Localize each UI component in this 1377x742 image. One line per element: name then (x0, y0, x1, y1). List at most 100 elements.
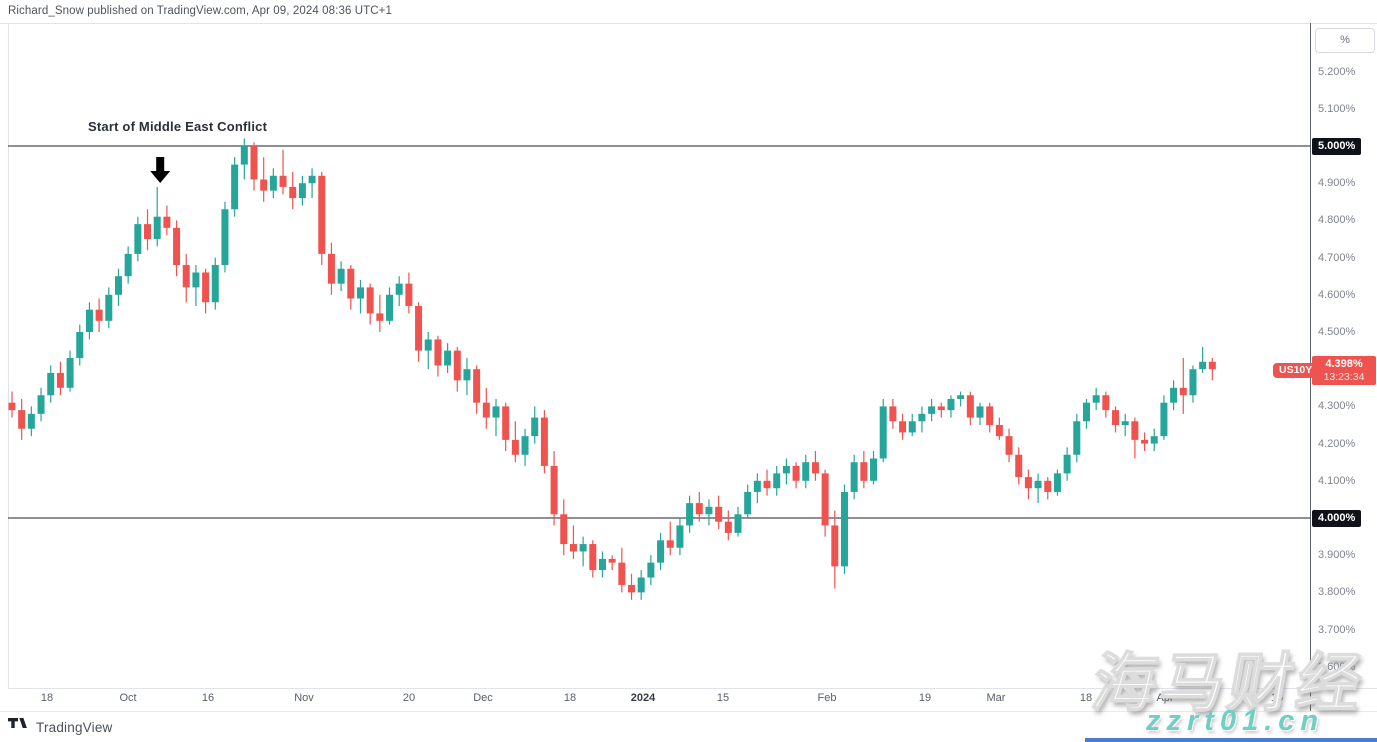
candle-body (105, 294, 113, 321)
candle-body (308, 175, 316, 184)
candle-body (386, 294, 394, 321)
candle-body (821, 473, 829, 526)
candle-body (618, 562, 626, 585)
bar-countdown: 13:23:34 (1323, 371, 1365, 383)
candle-body (986, 406, 994, 425)
snapshot-attribution: Richard_Snow published on TradingView.co… (8, 5, 392, 17)
candle-body (937, 406, 945, 411)
candle-body (492, 406, 500, 418)
candle-body (792, 465, 800, 481)
candle-body (182, 265, 190, 288)
footer-brand-link[interactable]: TradingView (8, 718, 113, 736)
candle-body (995, 425, 1003, 437)
footer-brand-text: TradingView (36, 719, 113, 735)
candle-body (676, 525, 684, 548)
candle-body (695, 503, 703, 515)
candle-body (1063, 454, 1071, 474)
candle-body (1150, 436, 1158, 444)
candle-body (879, 406, 887, 459)
candle-body (1102, 395, 1110, 411)
candle-body (540, 417, 548, 466)
candle-body (95, 309, 103, 321)
candle-body (976, 406, 984, 418)
percent-scale-button[interactable]: % (1315, 28, 1375, 53)
candle-body (773, 473, 781, 489)
candle-body (569, 544, 577, 552)
candle-body (666, 540, 674, 548)
chart-top-border (0, 23, 1377, 24)
candle-body (521, 436, 529, 455)
candle-body (502, 406, 510, 440)
candle-body (966, 395, 974, 418)
candle-body (221, 209, 229, 266)
candle-body (18, 410, 26, 429)
candle-body (531, 417, 539, 437)
candle-body (560, 514, 568, 545)
candle-body (298, 183, 306, 199)
candle-body (56, 372, 64, 388)
candle-body (1160, 402, 1168, 437)
candle-body (482, 402, 490, 418)
candle-body (192, 272, 200, 288)
candle-body (850, 462, 858, 492)
candle-body (144, 224, 152, 239)
candle-body (376, 313, 384, 321)
candle-body (763, 480, 771, 489)
candle-body (1044, 480, 1052, 492)
candle-body (1208, 361, 1216, 370)
candle-body (269, 175, 277, 191)
candle-body (327, 253, 335, 284)
candle-body (724, 521, 732, 533)
candle-body (366, 287, 374, 314)
candle-body (85, 309, 93, 332)
candle-body (1131, 421, 1139, 440)
candle-body (579, 544, 587, 552)
candle-body (415, 305, 423, 351)
watermark-underline (1085, 738, 1377, 742)
candle-body (27, 413, 35, 429)
candle-body (8, 402, 16, 411)
candle-body (279, 175, 287, 187)
candle-body (647, 562, 655, 578)
candle-body (947, 398, 955, 411)
candle-body (76, 332, 84, 359)
candle-body (47, 372, 55, 396)
candle-body (453, 350, 461, 381)
candle-body (240, 146, 248, 165)
candle-body (899, 421, 907, 433)
candle-body (511, 439, 519, 455)
symbol-price-label: US10Y (1273, 363, 1319, 378)
candle-body (231, 164, 239, 210)
candle-body (1005, 436, 1013, 455)
candle-body (1189, 369, 1197, 396)
candle-body (424, 339, 432, 351)
candle-body (444, 350, 452, 366)
candle-body (918, 413, 926, 422)
candle-body (860, 462, 868, 481)
candle-body (395, 283, 403, 295)
candle-body (347, 268, 355, 299)
candle-body (114, 276, 122, 295)
candle-body (1141, 439, 1149, 444)
last-price-value: 4.398% (1325, 358, 1363, 370)
candle-body (1199, 361, 1207, 370)
candle-body (686, 503, 694, 526)
candle-body (928, 406, 936, 414)
candle-body (637, 577, 645, 593)
candle-body (1073, 421, 1081, 455)
candle-body (657, 540, 665, 563)
annotation-text[interactable]: Start of Middle East Conflict (88, 119, 268, 134)
candle-body (1053, 473, 1061, 492)
candle-body (628, 584, 636, 593)
candle-body (173, 227, 181, 266)
watermark-url: zzrt01.cn (1146, 705, 1325, 737)
candle-body (318, 175, 326, 254)
down-arrow-icon[interactable] (150, 157, 171, 183)
candle-body (1034, 480, 1042, 489)
candle-body (1112, 410, 1120, 425)
candle-body (715, 506, 723, 522)
candle-body (37, 395, 45, 414)
candle-body (1015, 454, 1023, 478)
